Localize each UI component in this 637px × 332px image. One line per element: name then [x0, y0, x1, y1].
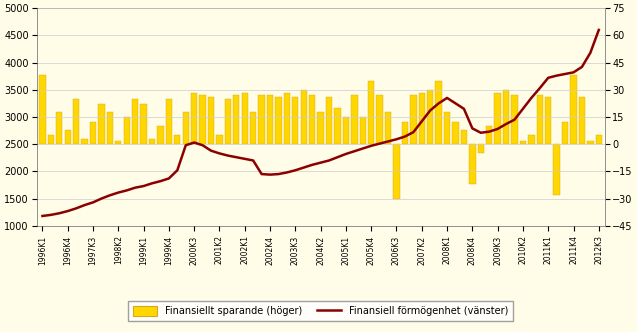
Bar: [579, 97, 585, 144]
Bar: [191, 93, 197, 144]
Bar: [385, 112, 391, 144]
Bar: [132, 99, 138, 144]
Bar: [292, 97, 299, 144]
Bar: [419, 93, 425, 144]
Bar: [452, 123, 459, 144]
Bar: [267, 95, 273, 144]
Bar: [174, 135, 180, 144]
Bar: [309, 95, 315, 144]
Bar: [427, 90, 433, 144]
Bar: [520, 140, 526, 144]
Bar: [183, 112, 189, 144]
Bar: [149, 139, 155, 144]
Bar: [64, 130, 71, 144]
Bar: [82, 139, 88, 144]
Bar: [157, 126, 164, 144]
Bar: [275, 97, 282, 144]
Bar: [98, 104, 104, 144]
Bar: [166, 99, 172, 144]
Bar: [368, 81, 375, 144]
Bar: [343, 117, 349, 144]
Bar: [469, 144, 475, 184]
Bar: [124, 117, 130, 144]
Bar: [241, 93, 248, 144]
Bar: [402, 123, 408, 144]
Bar: [444, 112, 450, 144]
Bar: [334, 108, 341, 144]
Bar: [503, 90, 509, 144]
Bar: [570, 75, 576, 144]
Bar: [56, 112, 62, 144]
Legend: Finansiellt sparande (höger), Finansiell förmögenhet (vänster): Finansiellt sparande (höger), Finansiell…: [128, 301, 513, 321]
Bar: [393, 144, 399, 199]
Bar: [39, 75, 46, 144]
Bar: [596, 135, 602, 144]
Bar: [140, 104, 147, 144]
Bar: [326, 97, 333, 144]
Bar: [250, 112, 256, 144]
Bar: [554, 144, 560, 195]
Bar: [90, 123, 96, 144]
Bar: [317, 112, 324, 144]
Bar: [351, 95, 357, 144]
Bar: [259, 95, 265, 144]
Bar: [536, 95, 543, 144]
Bar: [461, 130, 467, 144]
Bar: [410, 95, 417, 144]
Bar: [115, 140, 122, 144]
Bar: [436, 81, 442, 144]
Bar: [225, 99, 231, 144]
Bar: [587, 140, 594, 144]
Bar: [107, 112, 113, 144]
Bar: [48, 135, 54, 144]
Bar: [233, 95, 240, 144]
Bar: [478, 144, 484, 153]
Bar: [376, 95, 383, 144]
Bar: [360, 117, 366, 144]
Bar: [301, 90, 307, 144]
Bar: [73, 99, 80, 144]
Bar: [283, 93, 290, 144]
Bar: [528, 135, 534, 144]
Bar: [208, 97, 214, 144]
Bar: [562, 123, 568, 144]
Bar: [217, 135, 223, 144]
Bar: [512, 95, 518, 144]
Bar: [494, 93, 501, 144]
Bar: [545, 97, 552, 144]
Bar: [199, 95, 206, 144]
Bar: [486, 126, 492, 144]
